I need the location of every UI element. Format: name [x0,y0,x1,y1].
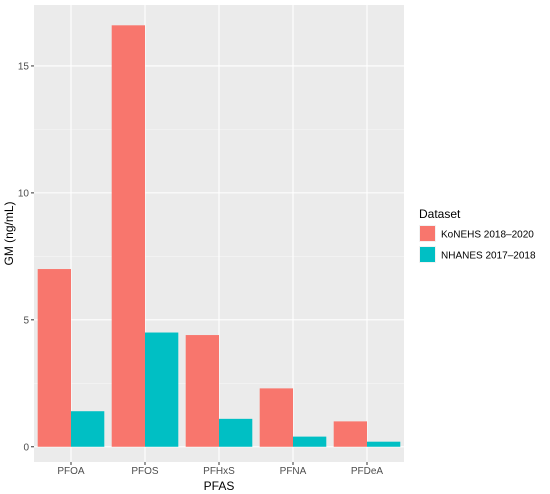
y-tick-label: 5 [23,315,29,326]
bars [37,25,401,447]
y-tick-label: 15 [18,61,30,72]
x-tick-label: PFHxS [203,466,235,477]
bar-pfoa-series-1 [37,269,71,447]
bar-pfoa-series-2 [71,411,105,447]
y-tick-label: 0 [23,442,29,453]
bar-pfos-series-2 [145,332,179,447]
x-axis-title: PFAS [204,479,235,493]
legend-label: KoNEHS 2018–2020 [441,230,534,241]
y-axis-title: GM (ng/mL) [2,201,16,265]
legend: Dataset KoNEHS 2018–2020 NHANES 2017–2018 [419,207,536,263]
bar-pfos-series-1 [111,25,145,447]
bar-pfna-series-2 [293,436,327,447]
bar-pfhxs-series-2 [219,418,253,447]
x-axis: PFOA PFOS PFHxS PFNA PFDeA [57,462,383,477]
x-tick-label: PFNA [280,466,307,477]
legend-swatch [420,226,435,241]
x-tick-label: PFOS [131,466,159,477]
bar-pfdea-series-1 [333,421,367,447]
legend-title: Dataset [419,207,461,221]
y-tick-label: 10 [18,188,30,199]
legend-label: NHANES 2017–2018 [441,251,536,262]
bar-pfhxs-series-1 [185,335,219,447]
x-tick-label: PFDeA [351,466,384,477]
x-tick-label: PFOA [57,466,85,477]
bar-pfdea-series-2 [367,441,401,447]
y-axis: 0 5 10 15 [18,61,34,453]
bar-pfna-series-1 [259,388,293,447]
legend-swatch [420,247,435,262]
